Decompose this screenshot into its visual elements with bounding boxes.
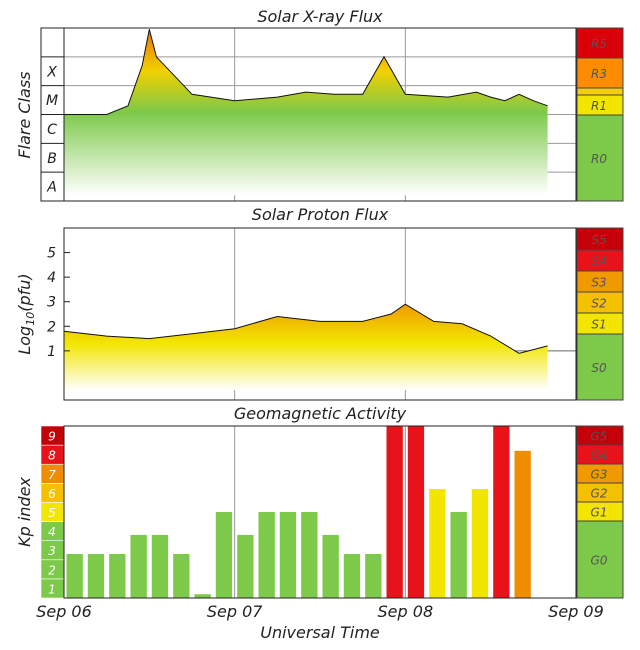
kp-title: Geomagnetic Activity <box>234 404 407 423</box>
proton-ytick-label: 2 <box>47 319 56 335</box>
radio-blackout-scale: R5 R3 R1 R0 <box>576 27 624 202</box>
flare-class-b: B <box>47 151 57 167</box>
kp-bar <box>194 594 211 598</box>
r-scale-label: R0 <box>591 152 607 166</box>
kp-scale-label: 2 <box>48 563 56 577</box>
kp-index-scale: 1 2 3 4 5 6 7 8 9 <box>40 425 65 599</box>
proton-flux-line <box>63 303 548 354</box>
kp-bar <box>429 489 446 598</box>
kp-bar <box>87 554 105 598</box>
s-scale-label: S0 <box>591 361 607 375</box>
geomagnetic-storm-scale: G5 G4 G3 G2 G1 G0 <box>576 425 624 599</box>
x-axis-ticks: Sep 06 Sep 07 Sep 08 Sep 09 <box>36 602 604 621</box>
kp-bar <box>450 512 467 598</box>
proton-ytick-label: 1 <box>47 344 56 360</box>
s-scale-label: S5 <box>591 233 606 247</box>
flare-class-x: X <box>46 64 57 80</box>
kp-bar <box>471 489 489 598</box>
proton-ytick-label: 4 <box>47 270 56 286</box>
x-tick-label: Sep 06 <box>36 602 92 621</box>
kp-scale-label: 4 <box>48 525 56 539</box>
r-scale-r0 <box>576 114 624 202</box>
x-tick-label: Sep 07 <box>207 602 263 621</box>
proton-ytick-label: 5 <box>47 246 56 262</box>
r-scale-r3 <box>576 57 624 89</box>
r-scale-label: R3 <box>591 67 607 81</box>
r-scale-label: R5 <box>591 37 607 51</box>
flare-class-c: C <box>47 122 57 138</box>
g-scale-label: G3 <box>591 468 608 482</box>
kp-scale-label: 8 <box>48 449 56 463</box>
kp-bar <box>365 554 382 598</box>
s-scale-s0 <box>576 333 624 401</box>
g-scale-label: G2 <box>591 487 608 501</box>
kp-scale-label: 9 <box>48 430 56 444</box>
r-scale-label: R1 <box>591 99 607 113</box>
kp-ylabel: Kp index <box>15 477 34 547</box>
kp-scale-label: 7 <box>48 468 56 482</box>
kp-scale-label: 1 <box>48 582 56 596</box>
kp-bar <box>493 426 510 598</box>
radiation-storm-scale: S5 S4 S3 S2 S1 S0 <box>576 227 624 401</box>
kp-bar <box>237 534 254 598</box>
proton-plot-frame <box>63 227 577 401</box>
kp-bar <box>514 450 531 598</box>
x-tick-label: Sep 09 <box>548 602 604 621</box>
proton-ylabel-main: Log <box>15 326 34 355</box>
proton-yticks: 1 2 3 4 5 <box>47 246 70 360</box>
flare-class-a: A <box>46 180 57 196</box>
kp-bar <box>279 512 297 598</box>
proton-ylabel-tail: (pfu) <box>15 273 34 311</box>
kp-bar <box>109 554 126 598</box>
kp-plot-frame <box>63 425 577 599</box>
kp-bar <box>173 554 190 598</box>
kp-bar <box>130 534 147 598</box>
g-scale-label: G0 <box>591 554 608 568</box>
kp-scale-label: 3 <box>48 544 56 558</box>
g-scale-label: G5 <box>591 430 608 444</box>
s-scale-label: S4 <box>591 255 606 269</box>
kp-bars <box>66 426 531 598</box>
proton-ylabel: Log10(pfu) <box>15 273 37 354</box>
kp-bar <box>386 426 403 598</box>
xray-flux-line <box>64 29 548 115</box>
s-scale-label: S1 <box>591 318 606 332</box>
kp-bar <box>322 534 339 598</box>
xray-plot-frame <box>63 27 577 202</box>
kp-bar <box>343 554 361 598</box>
xray-flux-area <box>64 29 548 196</box>
g-scale-label: G4 <box>591 449 608 463</box>
x-tick-label: Sep 08 <box>378 602 434 621</box>
kp-scale-label: 6 <box>48 487 56 501</box>
g-scale-g0 <box>576 520 624 599</box>
proton-title: Solar Proton Flux <box>252 205 389 224</box>
g-scale-label: G1 <box>591 506 608 520</box>
kp-bar <box>301 512 318 598</box>
kp-gridlines <box>234 426 406 598</box>
s-scale-label: S2 <box>591 297 606 311</box>
proton-ytick-label: 3 <box>47 295 56 311</box>
xray-title: Solar X-ray Flux <box>257 7 383 26</box>
kp-bar <box>151 534 169 598</box>
kp-bar <box>258 512 275 598</box>
r-scale-r2 <box>576 87 624 96</box>
kp-bar <box>66 554 83 598</box>
kp-scale-label: 5 <box>48 506 56 520</box>
x-axis-label: Universal Time <box>260 623 380 642</box>
kp-bar <box>215 512 233 598</box>
kp-bar <box>407 426 425 598</box>
xray-ylabel: Flare Class <box>15 71 34 158</box>
flare-class-m: M <box>46 93 58 109</box>
proton-ylabel-sub: 10 <box>24 312 37 326</box>
proton-flux-area <box>64 304 548 391</box>
s-scale-label: S3 <box>591 276 606 290</box>
